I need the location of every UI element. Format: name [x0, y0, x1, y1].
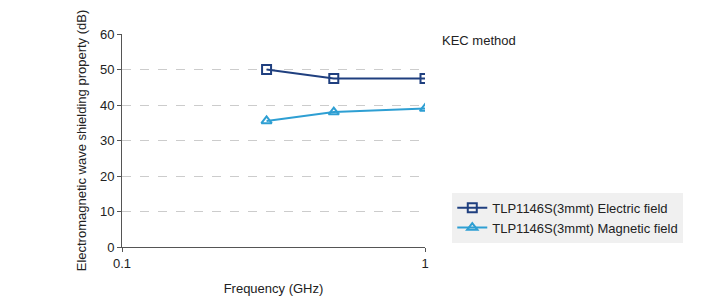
svg-text:30: 30: [100, 133, 114, 148]
svg-text:Frequency (GHz): Frequency (GHz): [224, 281, 324, 296]
svg-text:60: 60: [100, 27, 114, 42]
svg-text:10: 10: [100, 204, 114, 219]
svg-text:1: 1: [421, 256, 428, 271]
svg-text:20: 20: [100, 169, 114, 184]
svg-text:50: 50: [100, 62, 114, 77]
svg-text:KEC method: KEC method: [442, 33, 516, 48]
svg-text:TLP1146S(3mmt) Magnetic field: TLP1146S(3mmt) Magnetic field: [492, 221, 677, 236]
svg-text:TLP1146S(3mmt) Electric field: TLP1146S(3mmt) Electric field: [492, 201, 667, 216]
svg-text:0: 0: [107, 240, 114, 255]
svg-text:0.1: 0.1: [113, 256, 131, 271]
svg-text:40: 40: [100, 98, 114, 113]
svg-text:Electromagnetic wave shielding: Electromagnetic wave shielding property …: [74, 10, 89, 272]
